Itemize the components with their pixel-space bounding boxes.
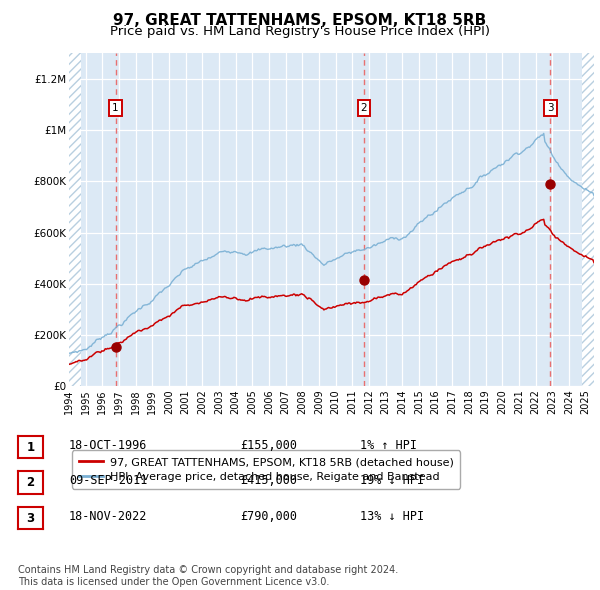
Text: 09-SEP-2011: 09-SEP-2011: [69, 474, 148, 487]
Text: £790,000: £790,000: [240, 510, 297, 523]
Text: 18-OCT-1996: 18-OCT-1996: [69, 439, 148, 452]
Text: 3: 3: [547, 103, 554, 113]
Text: 97, GREAT TATTENHAMS, EPSOM, KT18 5RB: 97, GREAT TATTENHAMS, EPSOM, KT18 5RB: [113, 13, 487, 28]
Bar: [583, 53, 594, 386]
Bar: [69, 53, 80, 386]
Text: 18-NOV-2022: 18-NOV-2022: [69, 510, 148, 523]
Text: Price paid vs. HM Land Registry's House Price Index (HPI): Price paid vs. HM Land Registry's House …: [110, 25, 490, 38]
Text: 3: 3: [26, 512, 35, 525]
Text: 2: 2: [26, 476, 35, 489]
Text: 1% ↑ HPI: 1% ↑ HPI: [360, 439, 417, 452]
Text: 19% ↓ HPI: 19% ↓ HPI: [360, 474, 424, 487]
Text: 13% ↓ HPI: 13% ↓ HPI: [360, 510, 424, 523]
Text: £415,000: £415,000: [240, 474, 297, 487]
Text: 2: 2: [361, 103, 367, 113]
Legend: 97, GREAT TATTENHAMS, EPSOM, KT18 5RB (detached house), HPI: Average price, deta: 97, GREAT TATTENHAMS, EPSOM, KT18 5RB (d…: [72, 450, 460, 489]
Text: 1: 1: [112, 103, 119, 113]
Text: £155,000: £155,000: [240, 439, 297, 452]
Text: 1: 1: [26, 441, 35, 454]
Text: Contains HM Land Registry data © Crown copyright and database right 2024.
This d: Contains HM Land Registry data © Crown c…: [18, 565, 398, 587]
